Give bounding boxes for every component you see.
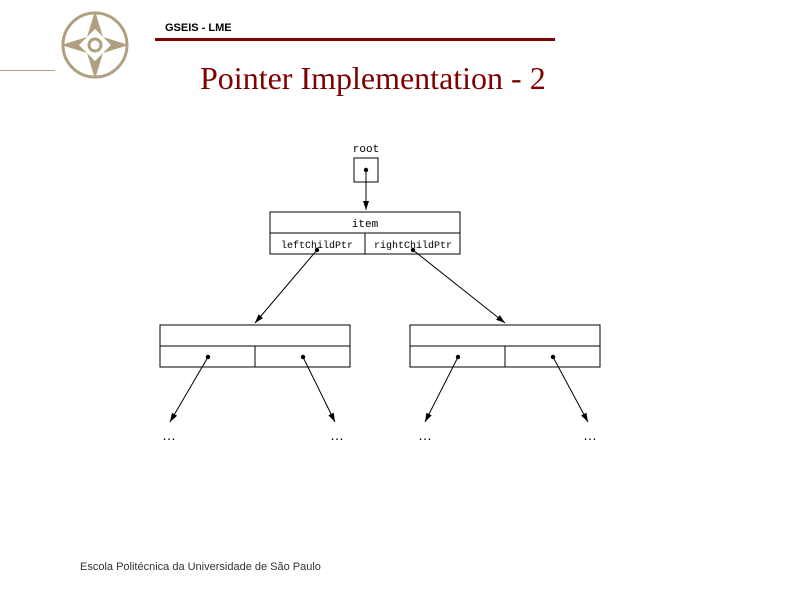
slide-title: Pointer Implementation - 2 xyxy=(200,60,546,97)
footer-text: Escola Politécnica da Universidade de Sã… xyxy=(80,561,321,573)
header-label: GSEIS - LME xyxy=(165,22,232,34)
top-to-left-arrow xyxy=(255,250,317,323)
root-label: root xyxy=(353,144,379,156)
left-child-node xyxy=(160,325,350,367)
pointer-tree-diagram: root item leftChildPtr rightChildPtr … … xyxy=(130,140,650,460)
top-to-right-arrow xyxy=(413,250,505,323)
ellipsis-3: … xyxy=(418,427,432,443)
right-child-node xyxy=(410,325,600,367)
slide-header: GSEIS - LME xyxy=(0,0,794,50)
ellipsis-1: … xyxy=(162,427,176,443)
header-thin-line xyxy=(0,70,55,71)
ellipsis-4: … xyxy=(583,427,597,443)
ellipsis-2: … xyxy=(330,427,344,443)
top-node: item leftChildPtr rightChildPtr xyxy=(270,212,460,254)
header-underline xyxy=(155,38,555,41)
logo-icon xyxy=(55,5,135,85)
item-label: item xyxy=(352,219,379,231)
